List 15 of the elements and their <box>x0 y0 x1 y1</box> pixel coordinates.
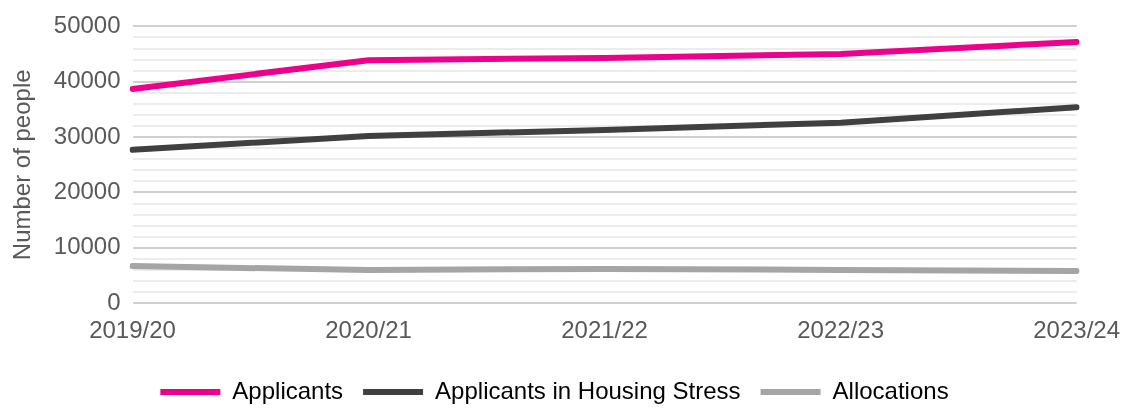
legend-label: Allocations <box>832 376 949 404</box>
legend-label: Applicants in Housing Stress <box>435 376 741 404</box>
y-axis-title: Number of people <box>8 69 36 261</box>
y-tick-label: 40000 <box>53 66 121 94</box>
legend-label: Applicants <box>232 376 344 404</box>
x-tick-label: 2023/24 <box>1033 316 1121 344</box>
y-tick-label: 30000 <box>53 121 121 149</box>
x-tick-label: 2019/20 <box>89 316 176 344</box>
y-tick-label: 0 <box>107 287 121 315</box>
y-tick-label: 10000 <box>53 232 121 260</box>
x-tick-label: 2021/22 <box>561 316 648 344</box>
x-tick-label: 2022/23 <box>797 316 884 344</box>
y-tick-label: 50000 <box>53 11 121 39</box>
y-tick-label: 20000 <box>53 177 121 205</box>
x-tick-label: 2020/21 <box>325 316 412 344</box>
